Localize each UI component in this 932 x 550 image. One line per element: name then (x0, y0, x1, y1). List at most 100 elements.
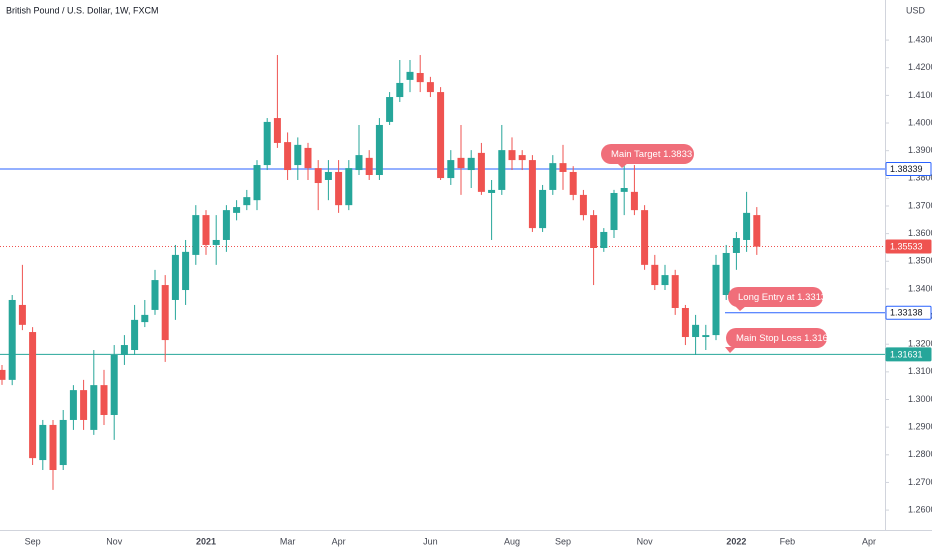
candle-body (243, 197, 251, 206)
y-tick-label: 1.43000 (908, 34, 932, 44)
candle-body (539, 189, 547, 229)
candle-body (294, 144, 302, 166)
candle-body (743, 212, 751, 240)
candle-body (661, 275, 669, 286)
candle-body (314, 168, 322, 184)
candle-body (202, 215, 210, 245)
candle-body (151, 280, 159, 310)
candle-body (345, 168, 353, 206)
candle-body (212, 239, 220, 245)
candle-body (620, 188, 628, 192)
candle-body (120, 345, 128, 355)
candle-body (253, 165, 261, 201)
candle-body (110, 354, 118, 415)
y-tick-label: 1.42000 (908, 62, 932, 72)
x-tick-label: Apr (332, 536, 346, 546)
candle-body (488, 189, 496, 193)
candle-body (304, 147, 312, 169)
candle-body (457, 157, 465, 169)
y-tick-label: 1.37000 (908, 200, 932, 210)
annotation-label: Main Target 1.3833 (611, 149, 692, 160)
candle-body (590, 215, 598, 248)
candle-body (651, 264, 659, 286)
candle-body (477, 152, 485, 192)
candle-body (692, 324, 700, 338)
candle-body (222, 210, 230, 240)
y-tick-label: 1.41000 (908, 90, 932, 100)
candle-body (273, 118, 281, 143)
candle-body (416, 72, 424, 83)
annotation-label: Long Entry at 1.3313 (738, 292, 826, 303)
candle-body (467, 157, 475, 171)
candle-body (365, 157, 373, 176)
x-tick-label: Jun (423, 536, 438, 546)
candle-body (559, 163, 567, 172)
annotation-pointer (735, 306, 746, 311)
price-tag-label: 1.38339 (890, 164, 923, 174)
y-tick-label: 1.38000 (908, 173, 932, 183)
currency-label: USD (906, 5, 926, 15)
y-tick-label: 1.40000 (908, 117, 932, 127)
x-tick-label: Sep (25, 536, 41, 546)
candle-body (569, 171, 577, 195)
y-tick-label: 1.27000 (908, 477, 932, 487)
y-tick-label: 1.32000 (908, 339, 932, 349)
candle-body (80, 390, 88, 420)
candle-body (702, 335, 710, 338)
annotation-bubble (726, 328, 827, 348)
candle-body (630, 191, 638, 211)
annotation-bubble (728, 287, 823, 307)
x-tick-label: Mar (280, 536, 296, 546)
x-tick-label: Aug (504, 536, 520, 546)
candle-body (671, 275, 679, 308)
candle-body (518, 155, 526, 161)
x-tick-label: 2022 (726, 536, 746, 546)
candle-body (355, 155, 363, 171)
y-tick-label: 1.34000 (908, 283, 932, 293)
candle-body (69, 390, 77, 420)
x-tick-label: Feb (780, 536, 796, 546)
candle-body (284, 142, 292, 171)
candle-body (233, 207, 241, 213)
candle-body (0, 369, 6, 380)
price-tag (885, 305, 932, 320)
y-tick-label: 1.30000 (908, 394, 932, 404)
candle-body (49, 424, 57, 471)
x-tick-label: Nov (106, 536, 123, 546)
x-tick-label: Apr (862, 536, 876, 546)
candle-body (732, 238, 740, 253)
x-tick-label: Nov (637, 536, 654, 546)
candle-body (641, 210, 649, 265)
y-tick-label: 1.31000 (908, 366, 932, 376)
x-tick-label: 2021 (196, 536, 216, 546)
price-tag-label: 1.31631 (890, 349, 923, 359)
annotation-pointer (725, 347, 736, 353)
candle-body (59, 419, 67, 466)
candle-body (579, 194, 587, 216)
y-tick-label: 1.29000 (908, 422, 932, 432)
annotation-pointer (617, 163, 628, 168)
x-tick-label: Sep (555, 536, 571, 546)
candle-body (131, 319, 139, 351)
candle-body (600, 231, 608, 248)
candle-body (263, 121, 271, 166)
y-tick-label: 1.28000 (908, 449, 932, 459)
candle-body (192, 215, 200, 255)
y-tick-label: 1.39000 (908, 145, 932, 155)
candle-body (712, 264, 720, 336)
candle-body (681, 307, 689, 338)
candle-body (29, 332, 37, 459)
annotation-label: Main Stop Loss 1.3163 (736, 333, 833, 344)
candle-body (182, 251, 190, 291)
candle-body (508, 150, 516, 161)
y-tick-label: 1.36000 (908, 228, 932, 238)
candle-body (386, 97, 394, 122)
price-tag (885, 161, 932, 176)
candle-body (722, 252, 730, 295)
candle-body (406, 71, 414, 80)
candle-body (375, 124, 383, 176)
price-tag-label: 1.33138 (890, 308, 923, 318)
